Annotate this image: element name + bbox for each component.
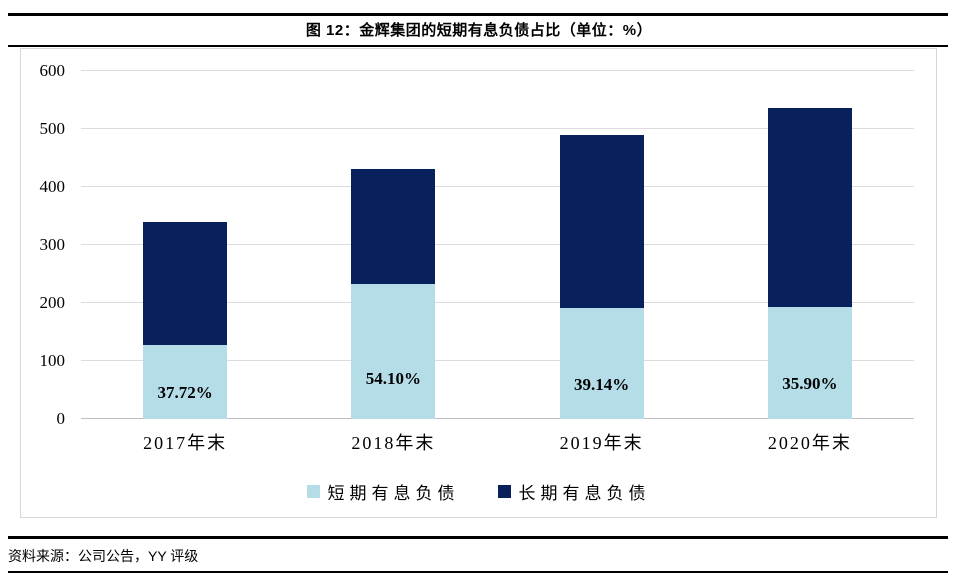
legend-item-short-term-debt: 短期有息负债: [306, 479, 460, 504]
y-axis-tick-label-400: 400: [39, 177, 66, 196]
legend-item-long-term-debt: 长期有息负债: [497, 479, 651, 504]
legend-swatch-long-term-icon: [497, 485, 511, 498]
bar-segment-long-term-2018年末: [351, 169, 436, 284]
gridline-100: [81, 360, 914, 361]
x-axis-category-label-2018年末: 2018年末: [351, 433, 436, 453]
data-source-note: 资料来源：公司公告，YY 评级: [8, 548, 199, 564]
bar-segment-short-term-2018年末: [351, 283, 436, 419]
chart-legend: 短期有息负债 长期有息负债: [21, 479, 936, 504]
x-axis-category-label-2019年末: 2019年末: [559, 433, 644, 453]
plot-area: 37.72% 54.10% 39.14% 35.90%: [81, 70, 914, 419]
y-axis-tick-label-200: 200: [39, 293, 66, 312]
chart-container: 37.72% 54.10% 39.14% 35.90% 0 100 200 300 400 50…: [20, 48, 937, 518]
bar-segment-short-term-2017年末: [143, 344, 228, 419]
x-axis-category-label-2020年末: 2020年末: [767, 433, 852, 453]
bar-percentage-label-2020年末: 35.90%: [782, 374, 838, 393]
top-divider: [8, 13, 948, 16]
legend-swatch-short-term-icon: [306, 485, 320, 498]
bar-segment-long-term-2019年末: [559, 134, 644, 308]
gridline-300: [81, 244, 914, 245]
bar-percentage-label-2017年末: 37.72%: [157, 383, 213, 402]
bar-segment-long-term-2020年末: [767, 107, 852, 308]
gridline-400: [81, 186, 914, 187]
bottom-divider: [8, 571, 948, 573]
gridline-200: [81, 302, 914, 303]
title-divider: [8, 45, 948, 47]
bar-segment-short-term-2019年末: [559, 307, 644, 419]
bar-percentage-label-2018年末: 54.10%: [365, 369, 421, 388]
gridline-0: [81, 418, 914, 419]
y-axis-tick-label-600: 600: [39, 61, 66, 80]
y-axis-tick-label-0: 0: [56, 409, 66, 428]
bar-percentage-label-2019年末: 39.14%: [574, 375, 630, 394]
legend-label-long-term: 长期有息负债: [518, 484, 651, 503]
bar-segment-short-term-2020年末: [767, 307, 852, 419]
y-axis-tick-label-500: 500: [39, 119, 66, 138]
bar-segment-long-term-2017年末: [143, 221, 228, 345]
y-axis-tick-label-100: 100: [39, 351, 66, 370]
gridline-600: [81, 70, 914, 71]
source-divider: [8, 536, 948, 539]
y-axis-tick-label-300: 300: [39, 235, 66, 254]
legend-label-short-term: 短期有息负债: [327, 484, 460, 503]
figure-title: 图 12：金辉集团的短期有息负债占比（单位：%）: [305, 22, 653, 39]
gridline-500: [81, 128, 914, 129]
x-axis-category-label-2017年末: 2017年末: [143, 433, 228, 453]
